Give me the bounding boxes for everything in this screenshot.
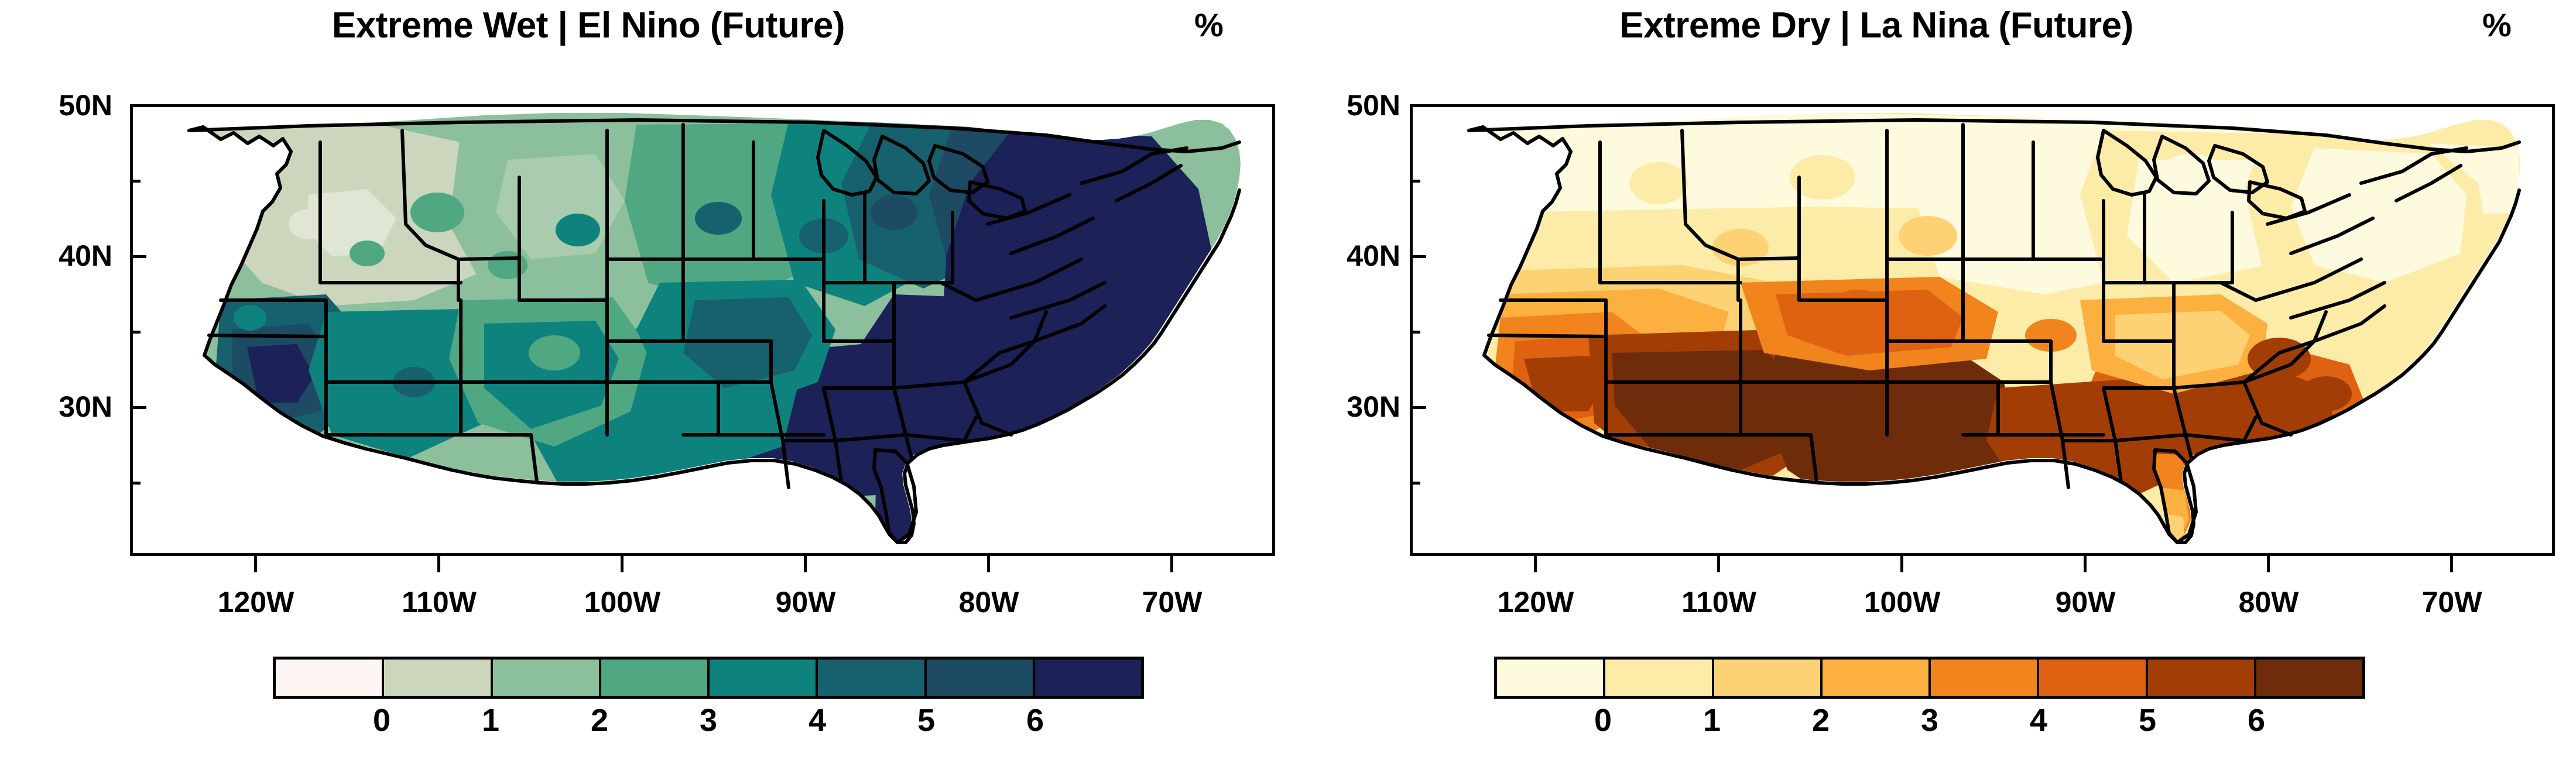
colorbar-dry-swatch-1	[1605, 660, 1714, 696]
ytick-mark-40n-right	[1410, 255, 1426, 258]
xtick-mark-110w-right	[1717, 556, 1720, 572]
colorbar-dry-swatch-0	[1497, 660, 1606, 696]
contour-field-left	[189, 113, 1241, 541]
colorbar-dry-ticklabel-5: 5	[2138, 703, 2157, 738]
ytick-mark-40n-left	[130, 255, 146, 258]
ytick-mark-25n-left	[130, 482, 141, 485]
map-outlines-left	[187, 118, 1241, 544]
colorbar-wet-ticklabel-2: 2	[590, 703, 609, 738]
map-svg-extreme-wet	[187, 113, 1241, 544]
xtick-label-90w-right: 90W	[2055, 586, 2116, 619]
ytick-label-30n-right: 30N	[1347, 390, 1400, 423]
xtick-label-110w-right: 110W	[1681, 586, 1756, 619]
colorbar-wet-swatch-0	[276, 660, 385, 696]
xtick-mark-120w-left	[254, 556, 257, 572]
xtick-label-80w-right: 80W	[2238, 586, 2299, 619]
colorbar-dry-swatch-7	[2256, 660, 2362, 696]
ytick-label-30n-left: 30N	[59, 390, 112, 423]
colorbar-ticklabels-extreme-dry: 0 1 2 3 4 5 6	[1494, 702, 2365, 743]
colorbar-dry-swatch-5	[2039, 660, 2148, 696]
xtick-label-100w-right: 100W	[1864, 586, 1941, 619]
colorbar-dry-ticklabel-0: 0	[1594, 703, 1612, 738]
ytick-mark-50n-left	[130, 104, 146, 107]
colorbar-wet-ticklabel-1: 1	[481, 703, 500, 738]
xtick-label-110w-left: 110W	[402, 586, 477, 619]
colorbar-wet-ticklabel-6: 6	[1026, 703, 1044, 738]
colorbar-wet-swatch-5	[818, 660, 927, 696]
colorbar-dry-ticklabel-3: 3	[1920, 703, 1939, 738]
xtick-mark-70w-left	[1170, 556, 1173, 572]
ytick-mark-30n-right	[1410, 406, 1426, 409]
ytick-mark-30n-left	[130, 406, 146, 409]
panel-extreme-wet: Extreme Wet | El Nino (Future) % 50N 40N…	[59, 5, 1275, 743]
colorbar-wet-ticklabel-5: 5	[917, 703, 936, 738]
colorbar-dry-ticklabel-6: 6	[2247, 703, 2266, 738]
colorbar-extreme-dry	[1494, 657, 2365, 699]
xtick-mark-90w-right	[2084, 556, 2087, 572]
map-extreme-wet	[130, 104, 1275, 556]
contour-field-right	[1469, 113, 2520, 541]
ytick-label-50n-right: 50N	[1347, 89, 1400, 122]
xtick-label-100w-left: 100W	[584, 586, 661, 619]
ytick-mark-45n-left	[130, 180, 141, 183]
colorbar-wet-swatch-3	[601, 660, 710, 696]
panel-title-extreme-dry: Extreme Dry | La Nina (Future)	[1619, 5, 2133, 46]
unit-label-left: %	[1194, 6, 1224, 43]
xtick-label-90w-left: 90W	[775, 586, 836, 619]
xtick-mark-100w-right	[1900, 556, 1903, 572]
xtick-mark-80w-left	[987, 556, 990, 572]
xtick-label-70w-right: 70W	[2421, 586, 2482, 619]
ytick-mark-25n-right	[1410, 482, 1420, 485]
colorbar-wet-swatch-2	[492, 660, 601, 696]
unit-label-right: %	[2482, 6, 2512, 43]
panel-extreme-dry: Extreme Dry | La Nina (Future) % 50N 40N…	[1288, 0, 2576, 759]
ytick-label-50n-left: 50N	[59, 89, 112, 122]
colorbar-ticklabels-extreme-wet: 0 1 2 3 4 5 6	[273, 702, 1144, 743]
xtick-label-80w-left: 80W	[958, 586, 1019, 619]
xtick-label-120w-right: 120W	[1497, 586, 1574, 619]
colorbar-dry-ticklabel-2: 2	[1811, 703, 1830, 738]
ytick-label-40n-right: 40N	[1347, 239, 1400, 272]
map-outlines-right	[1467, 118, 2521, 544]
colorbar-wet-swatch-7	[1034, 660, 1141, 696]
xtick-mark-90w-left	[804, 556, 807, 572]
ytick-label-40n-left: 40N	[59, 239, 112, 272]
xtick-mark-70w-right	[2450, 556, 2453, 572]
colorbar-wet-ticklabel-4: 4	[808, 703, 827, 738]
colorbar-wet-ticklabel-3: 3	[699, 703, 718, 738]
colorbar-wet-ticklabel-0: 0	[372, 703, 391, 738]
xtick-mark-100w-left	[621, 556, 624, 572]
colorbar-wet-swatch-4	[710, 660, 818, 696]
map-svg-extreme-dry	[1467, 113, 2521, 544]
colorbar-dry-ticklabel-1: 1	[1703, 703, 1721, 738]
colorbar-dry-swatch-2	[1714, 660, 1823, 696]
xtick-mark-120w-right	[1534, 556, 1537, 572]
map-extreme-dry	[1410, 104, 2555, 556]
ytick-mark-50n-right	[1410, 104, 1426, 107]
colorbar-extreme-wet	[273, 657, 1144, 699]
panel-title-extreme-wet: Extreme Wet | El Nino (Future)	[331, 5, 845, 46]
colorbar-dry-swatch-3	[1822, 660, 1931, 696]
colorbar-wet-swatch-6	[926, 660, 1035, 696]
colorbar-dry-swatch-4	[1931, 660, 2040, 696]
ytick-mark-35n-left	[130, 331, 141, 334]
xtick-mark-110w-left	[437, 556, 440, 572]
ytick-mark-35n-right	[1410, 331, 1420, 334]
xtick-label-70w-left: 70W	[1142, 586, 1203, 619]
xtick-label-120w-left: 120W	[217, 586, 294, 619]
ytick-mark-45n-right	[1410, 180, 1420, 183]
colorbar-wet-swatch-1	[384, 660, 493, 696]
xtick-mark-80w-right	[2267, 556, 2270, 572]
colorbar-dry-ticklabel-4: 4	[2029, 703, 2048, 738]
colorbar-dry-swatch-6	[2147, 660, 2256, 696]
